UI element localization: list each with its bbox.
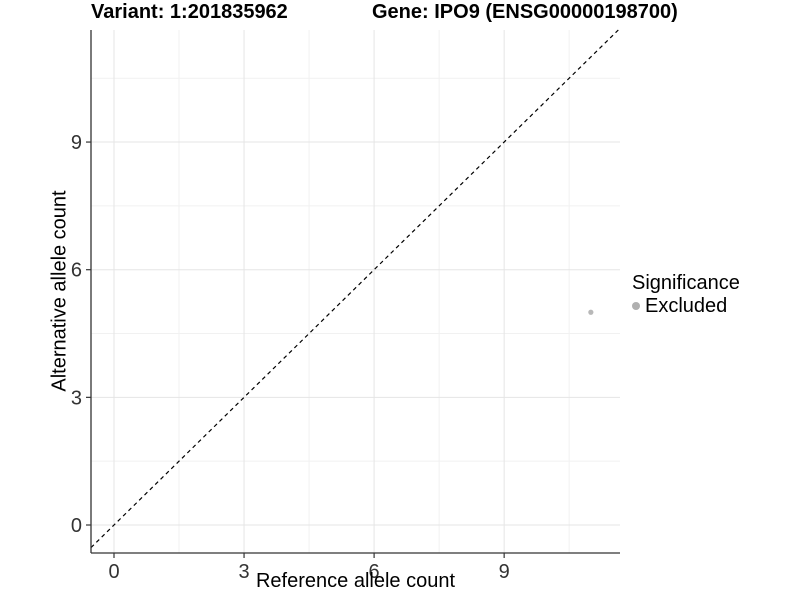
legend-point-icon	[632, 302, 640, 310]
identity-dashed-line	[90, 29, 619, 549]
y-tick-label: 0	[71, 515, 82, 537]
y-tick-label: 6	[71, 260, 82, 282]
x-axis-title: Reference allele count	[255, 570, 455, 592]
x-tick-label: 6	[369, 561, 380, 583]
y-axis-title: Alternative allele count	[48, 190, 71, 392]
x-tick-label: 3	[238, 561, 249, 583]
legend-item-excluded: Excluded	[632, 295, 740, 317]
legend-item-label: Excluded	[645, 295, 728, 317]
x-tick-label: 9	[499, 561, 510, 583]
data-point	[588, 309, 594, 315]
y-tick-label: 3	[71, 387, 82, 409]
legend: Significance Excluded	[632, 272, 740, 317]
gene-title: Gene: IPO9 (ENSG00000198700)	[372, 1, 678, 23]
x-tick-label: 0	[108, 561, 119, 583]
variant-title: Variant: 1:201835962	[91, 1, 288, 23]
legend-title: Significance	[632, 272, 740, 294]
y-tick-label: 9	[71, 132, 82, 154]
